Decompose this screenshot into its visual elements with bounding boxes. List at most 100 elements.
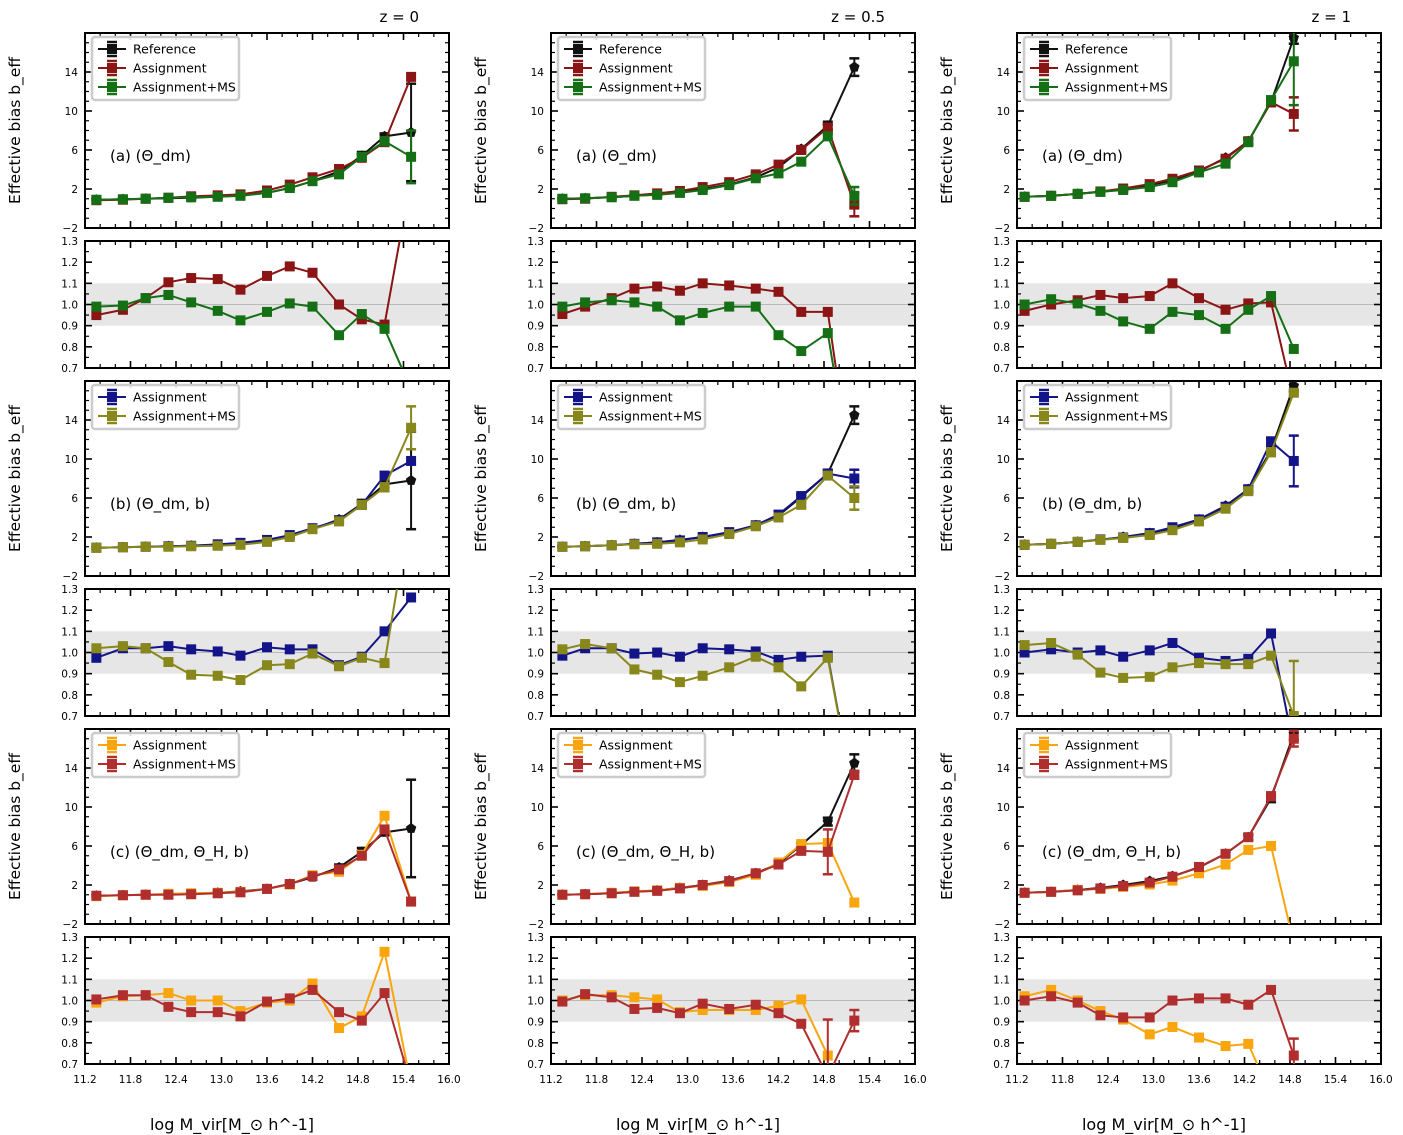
- y-tick-label: 1.1: [527, 626, 544, 638]
- y-tick-label: 0.9: [993, 669, 1010, 681]
- legend-entry: Assignment: [599, 738, 673, 753]
- data-point: [1167, 995, 1178, 1006]
- y-tick-label: 0.8: [527, 690, 544, 702]
- data-point: [652, 301, 663, 312]
- y-tick-label: 0.9: [527, 321, 544, 333]
- y-tick-label: −2: [995, 919, 1010, 931]
- data-point: [1266, 297, 1277, 308]
- data-point: [1072, 188, 1083, 199]
- x-axis-label: log M_vir[M_⊙ h^-1]: [150, 1115, 314, 1135]
- legend-box: [90, 383, 241, 431]
- data-point: [356, 1015, 367, 1026]
- panel-label: (a) (Θ_dm): [576, 147, 657, 166]
- series-assignment-ms: [91, 289, 403, 368]
- legend-marker: [1039, 411, 1049, 421]
- data-point: [1118, 532, 1129, 543]
- column-title-text: z = 0: [379, 8, 419, 26]
- data-point: [379, 136, 390, 147]
- data-point: [750, 301, 761, 312]
- data-point: [117, 641, 128, 652]
- y-tick-label: 10: [531, 106, 544, 118]
- data-point: [1118, 184, 1129, 195]
- data-point: [186, 1007, 197, 1018]
- data-point: [1266, 841, 1277, 851]
- data-point: [406, 896, 417, 907]
- y-tick-label: 1.0: [61, 300, 78, 312]
- legend-entry: Assignment+MS: [1065, 757, 1168, 772]
- y-tick-label: 14: [997, 415, 1011, 427]
- y-tick-label: 6: [537, 493, 544, 505]
- y-tick-label: 1.2: [527, 257, 544, 269]
- panel-label: (c) (Θ_dm, Θ_H, b): [576, 843, 715, 862]
- series-line: [1024, 439, 1295, 546]
- y-tick-label: 1.2: [993, 953, 1010, 965]
- data-point: [379, 658, 390, 669]
- y-tick-label: 6: [71, 145, 78, 157]
- data-point: [1194, 293, 1204, 304]
- data-point: [750, 651, 761, 662]
- data-point: [1167, 1021, 1178, 1032]
- data-point: [1288, 711, 1299, 716]
- y-tick-label: 0.8: [993, 690, 1010, 702]
- data-point: [822, 470, 833, 481]
- data-point: [652, 189, 663, 200]
- data-point: [652, 538, 663, 549]
- data-point: [1144, 1012, 1155, 1023]
- data-point: [1095, 667, 1106, 678]
- x-tick-label: 11.2: [539, 1074, 562, 1086]
- x-tick-label: 11.8: [119, 1074, 142, 1086]
- y-axis-label: Effective bias b_eff: [472, 57, 491, 204]
- data-point: [1167, 525, 1178, 536]
- series-line: [562, 774, 856, 896]
- data-point: [557, 193, 568, 204]
- data-point: [1019, 305, 1030, 316]
- data-point: [140, 643, 151, 654]
- data-point: [674, 285, 685, 296]
- x-tick-label: 11.2: [73, 1074, 96, 1086]
- legend: Assignment Assignment+MS: [1022, 383, 1173, 431]
- data-point: [1019, 995, 1030, 1006]
- y-tick-label: 1.0: [993, 648, 1010, 660]
- y-tick-label: 0.9: [993, 321, 1010, 333]
- x-tick-label: 14.8: [812, 1074, 835, 1086]
- data-point: [163, 541, 174, 552]
- y-tick-label: 1.1: [527, 278, 544, 290]
- data-point: [796, 839, 807, 850]
- data-point: [117, 194, 128, 205]
- legend-marker: [573, 392, 583, 402]
- data-point: [1072, 649, 1083, 660]
- data-point: [334, 864, 345, 875]
- data-point: [284, 532, 295, 542]
- legend-entry: Assignment+MS: [133, 80, 236, 95]
- data-point: [379, 946, 390, 957]
- data-point: [652, 669, 663, 680]
- data-point: [307, 871, 318, 882]
- y-tick-label: 0.7: [527, 1059, 544, 1071]
- data-point: [1266, 650, 1277, 661]
- y-tick-label: 1.0: [527, 996, 544, 1008]
- data-point: [1194, 652, 1204, 663]
- data-point: [724, 1003, 735, 1014]
- data-point: [1046, 294, 1057, 305]
- legend-marker: [1039, 392, 1049, 402]
- data-point: [796, 156, 807, 167]
- data-point: [1288, 1050, 1299, 1061]
- data-point: [356, 652, 367, 663]
- data-point: [1144, 291, 1155, 302]
- y-tick-label: 1.3: [61, 584, 78, 596]
- data-point: [235, 887, 246, 898]
- y-tick-label: 1.2: [527, 605, 544, 617]
- y-axis-label: Effective bias b_eff: [472, 753, 491, 900]
- data-point: [406, 592, 417, 603]
- data-point: [1095, 305, 1106, 316]
- y-tick-label: 0.9: [993, 1017, 1010, 1029]
- data-point: [262, 642, 272, 653]
- data-point: [1266, 791, 1277, 802]
- legend: Assignment Assignment+MS: [90, 383, 241, 431]
- data-point: [724, 644, 735, 655]
- series-line: [96, 827, 412, 897]
- x-tick-label: 12.4: [630, 1074, 654, 1086]
- data-point: [796, 651, 807, 662]
- data-point: [557, 996, 568, 1007]
- data-point: [773, 168, 784, 179]
